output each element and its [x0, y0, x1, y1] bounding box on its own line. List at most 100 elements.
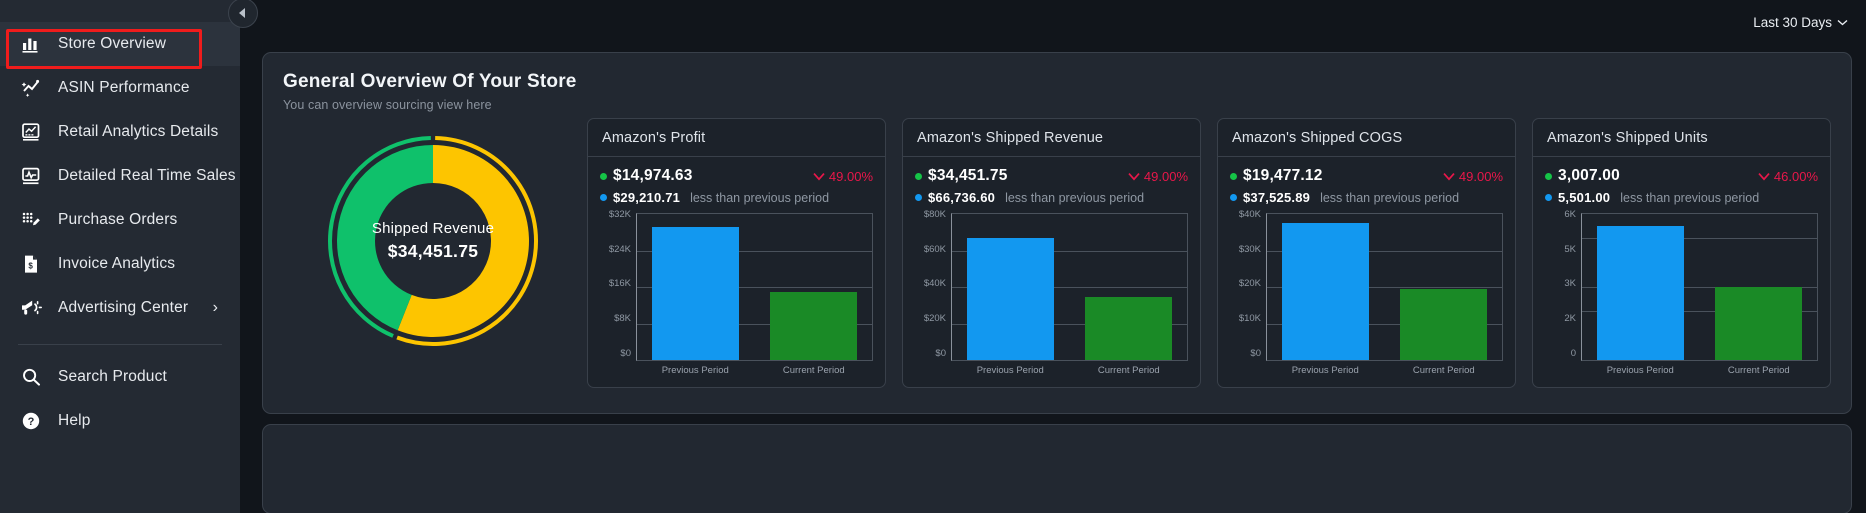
- y-axis-tick: $80K: [923, 209, 946, 220]
- bar-chart-icon: [22, 38, 38, 53]
- previous-value: $37,525.89: [1230, 190, 1310, 205]
- delta-badge: 46.00%: [1758, 169, 1818, 184]
- y-axis-tick: $40K: [923, 278, 946, 290]
- analytics-square-icon: [22, 123, 40, 141]
- bar-previous-period[interactable]: [967, 238, 1055, 360]
- previous-value-row: $37,525.89 less than previous period: [1230, 190, 1503, 205]
- gridline: [952, 287, 1187, 288]
- plot-area: [951, 213, 1188, 361]
- gridline: [1582, 287, 1817, 288]
- invoice-doc-icon: $: [18, 252, 44, 276]
- sidebar-item-label: Store Overview: [58, 35, 167, 52]
- y-axis-tick: 6K: [1564, 209, 1576, 220]
- delta-percent: 49.00%: [1143, 168, 1188, 184]
- plot-area: [636, 213, 873, 361]
- current-value: $14,974.63: [600, 167, 693, 185]
- sidebar-item-label: Detailed Real Time Sales: [58, 167, 236, 184]
- bars: [952, 214, 1187, 360]
- sidebar-item-invoice-analytics[interactable]: $ Invoice Analytics: [0, 242, 240, 286]
- y-axis-tick: $10K: [1238, 312, 1261, 324]
- sidebar-item-search-product[interactable]: Search Product: [0, 355, 240, 399]
- sidebar-item-label: Purchase Orders: [58, 211, 178, 228]
- current-value-row: $14,974.63 49.00%: [600, 167, 873, 185]
- current-period-dot: [600, 172, 607, 180]
- y-axis: $32K $24K $16K $8K $0: [600, 210, 636, 383]
- current-value-text: $14,974.63: [613, 167, 693, 184]
- bar-previous-period[interactable]: [1282, 223, 1370, 360]
- megaphone-icon: [22, 300, 42, 315]
- gridline: [1267, 323, 1502, 325]
- delta-percent: 49.00%: [1458, 168, 1503, 184]
- arrow-down-icon: [1443, 172, 1455, 180]
- gridline: [952, 250, 1187, 252]
- bar-cell: [952, 214, 1070, 360]
- sidebar-item-help[interactable]: ? Help: [0, 399, 240, 443]
- y-axis-tick: $30K: [1238, 243, 1261, 255]
- bar-current-period[interactable]: [1399, 288, 1487, 360]
- donut-segment-shipped[interactable]: [336, 144, 433, 330]
- donut-outer-ring-shipped: [328, 135, 431, 338]
- card-title: Amazon's Shipped Revenue: [903, 119, 1200, 157]
- bar-current-period[interactable]: [769, 291, 857, 360]
- invoice-doc-icon: $: [25, 255, 37, 273]
- realtime-sales-icon: [18, 164, 44, 188]
- previous-period-dot: [915, 194, 922, 201]
- bar-cell: [1700, 214, 1818, 360]
- metric-card-amazon-s-shipped-revenue: Amazon's Shipped Revenue $34,451.75 49.0…: [902, 118, 1201, 388]
- donut-outer-ring-remaining: [396, 135, 538, 346]
- purchase-orders-icon: [22, 212, 40, 226]
- current-value-row: 3,007.00 46.00%: [1545, 167, 1818, 185]
- sidebar-item-label: Invoice Analytics: [58, 255, 176, 272]
- sidebar-item-detailed-real-time-sales[interactable]: Detailed Real Time Sales: [0, 154, 240, 198]
- lower-panel-partial: [262, 424, 1852, 513]
- previous-value-text: $37,525.89: [1243, 190, 1311, 205]
- sparkle-trend-icon: [21, 79, 40, 97]
- sidebar-item-asin-performance[interactable]: ASIN Performance: [0, 66, 240, 110]
- bar-cell: [637, 214, 755, 360]
- bar-current-period[interactable]: [1714, 286, 1802, 360]
- current-period-dot: [1545, 172, 1552, 180]
- card-body: 3,007.00 46.00% 5,501.00 less than previ…: [1533, 157, 1830, 387]
- delta-percent: 46.00%: [1773, 168, 1818, 184]
- y-axis-tick: $60K: [923, 243, 946, 255]
- help-circle-icon: ?: [18, 409, 44, 433]
- plot-area: [1581, 213, 1818, 361]
- x-axis: Previous Period Current Period: [1266, 361, 1503, 383]
- chevron-left-icon: [239, 8, 245, 18]
- previous-value-text: $29,210.71: [613, 190, 681, 205]
- card-title: Amazon's Shipped COGS: [1218, 119, 1515, 157]
- previous-period-dot: [1545, 194, 1552, 201]
- sidebar-item-store-overview[interactable]: Store Overview: [0, 22, 240, 66]
- current-value-text: $34,451.75: [928, 167, 1008, 184]
- bar-previous-period[interactable]: [1597, 226, 1685, 360]
- sidebar-secondary-nav: Search Product ? Help: [0, 355, 240, 443]
- search-icon: [18, 365, 44, 389]
- delta-badge: 49.00%: [1128, 169, 1188, 184]
- x-axis-label: Previous Period: [1606, 365, 1674, 376]
- previous-value: $66,736.60: [915, 190, 995, 205]
- bar-current-period[interactable]: [1084, 297, 1172, 360]
- sidebar-collapse-button[interactable]: [228, 0, 258, 28]
- current-period-dot: [915, 172, 922, 180]
- delta-percent: 49.00%: [828, 168, 873, 184]
- gridline: [1582, 311, 1817, 313]
- y-axis-tick: $8K: [614, 312, 631, 324]
- delta-badge: 49.00%: [1443, 169, 1503, 184]
- sidebar: Store Overview ASIN Performance Retail A…: [0, 0, 258, 513]
- donut-segment-remaining[interactable]: [397, 144, 529, 337]
- sidebar-divider: [18, 344, 222, 345]
- sidebar-item-purchase-orders[interactable]: Purchase Orders: [0, 198, 240, 242]
- arrow-down-icon: [813, 172, 825, 180]
- svg-text:?: ?: [28, 416, 35, 428]
- shipped-revenue-donut-chart[interactable]: Shipped Revenue $34,451.75: [283, 118, 583, 363]
- sidebar-item-retail-analytics-details[interactable]: Retail Analytics Details: [0, 110, 240, 154]
- x-axis-label: Current Period: [1412, 365, 1475, 376]
- sidebar-item-advertising-center[interactable]: Advertising Center ›: [0, 286, 240, 330]
- bars: [1267, 214, 1502, 360]
- date-range-selector[interactable]: Last 30 Days: [1753, 15, 1848, 30]
- plot: Previous Period Current Period: [951, 213, 1188, 383]
- donut-svg: [328, 135, 538, 346]
- previous-value-row: 5,501.00 less than previous period: [1545, 190, 1818, 205]
- y-axis-tick: 5K: [1564, 243, 1576, 255]
- bar-previous-period[interactable]: [652, 226, 740, 360]
